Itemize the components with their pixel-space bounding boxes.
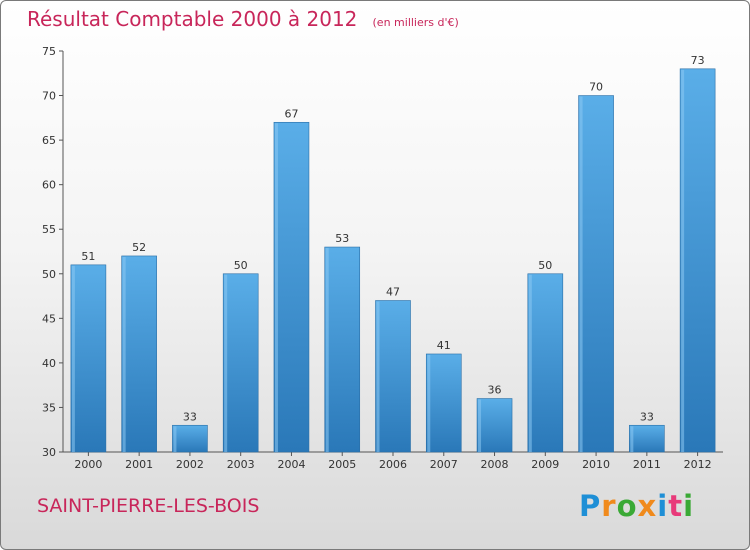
bar-highlight-2009 — [528, 274, 532, 452]
bars: 51 52 33 50 67 53 47 41 36 50 70 33 73 — [70, 54, 716, 453]
y-tick-label: 35 — [42, 401, 56, 414]
x-tick-label-2012: 2012 — [684, 458, 712, 471]
y-tick-label: 70 — [42, 90, 56, 103]
logo-letter: r — [601, 489, 617, 523]
data-label-2007: 41 — [437, 339, 451, 352]
data-label-2002: 33 — [183, 410, 197, 423]
bar-2008 — [476, 398, 513, 453]
logo-letter: t — [668, 489, 684, 523]
axes: 30 35 40 45 50 55 60 65 70 75 2000 2001 2002 2003 2004… — [42, 45, 723, 471]
x-tick-label-2001: 2001 — [125, 458, 153, 471]
data-label-2006: 47 — [386, 286, 400, 299]
x-tick-label-2005: 2005 — [328, 458, 356, 471]
data-label-2010: 70 — [589, 81, 603, 94]
bar-highlight-2000 — [71, 265, 75, 452]
bar-2011 — [629, 424, 665, 453]
y-tick-label: 30 — [42, 446, 56, 459]
data-label-2011: 33 — [640, 410, 654, 423]
bar-highlight-2012 — [681, 69, 685, 453]
data-label-2000: 51 — [81, 250, 95, 263]
bar-highlight-2007 — [427, 354, 431, 452]
data-label-2008: 36 — [488, 384, 502, 397]
proxiti-logo: Proxiti — [579, 489, 694, 523]
bar-2003 — [222, 273, 259, 453]
logo-letter: i — [683, 489, 695, 523]
bar-2002 — [172, 424, 208, 453]
bar-highlight-2011 — [630, 426, 634, 452]
y-tick-label: 60 — [42, 179, 56, 192]
y-tick-label: 40 — [42, 357, 56, 370]
bar-2005 — [324, 246, 361, 453]
x-tick-label-2004: 2004 — [277, 458, 305, 471]
data-label-2003: 50 — [234, 259, 248, 272]
bar-2009 — [527, 273, 564, 453]
x-tick-label-2003: 2003 — [227, 458, 255, 471]
data-label-2004: 67 — [284, 107, 298, 120]
bar-highlight-2001 — [122, 256, 126, 452]
x-tick-label-2002: 2002 — [176, 458, 204, 471]
bar-highlight-2008 — [478, 399, 482, 452]
logo-letter: o — [616, 489, 638, 523]
bar-2010 — [578, 95, 614, 453]
logo-letter: P — [579, 489, 602, 523]
bar-highlight-2003 — [224, 274, 228, 452]
data-label-2001: 52 — [132, 241, 146, 254]
bar-2007 — [425, 353, 462, 453]
bar-2012 — [679, 68, 716, 453]
chart-subtitle: (en milliers d'€) — [372, 16, 459, 29]
chart-header: Résultat Comptable 2000 à 2012 (en milli… — [27, 7, 459, 31]
y-tick-label: 75 — [42, 45, 56, 58]
x-tick-label-2008: 2008 — [481, 458, 509, 471]
x-tick-label-2000: 2000 — [74, 458, 102, 471]
bar-2004 — [273, 121, 310, 453]
bar-highlight-2010 — [579, 96, 583, 453]
bar-highlight-2002 — [173, 426, 177, 452]
bar-2006 — [375, 300, 411, 453]
data-label-2005: 53 — [335, 232, 349, 245]
x-tick-label-2007: 2007 — [430, 458, 458, 471]
logo-letter: x — [637, 489, 658, 523]
x-tick-label-2006: 2006 — [379, 458, 407, 471]
bar-2000 — [70, 264, 107, 453]
x-tick-label-2010: 2010 — [582, 458, 610, 471]
y-tick-label: 65 — [42, 134, 56, 147]
commune-name: SAINT-PIERRE-LES-BOIS — [37, 495, 260, 517]
data-label-2009: 50 — [538, 259, 552, 272]
data-label-2012: 73 — [691, 54, 705, 67]
bar-highlight-2004 — [274, 123, 278, 453]
x-tick-label-2011: 2011 — [633, 458, 661, 471]
logo-letter: i — [657, 489, 669, 523]
y-tick-label: 55 — [42, 223, 56, 236]
y-tick-label: 45 — [42, 312, 56, 325]
chart-title: Résultat Comptable 2000 à 2012 — [27, 7, 358, 31]
y-tick-label: 50 — [42, 268, 56, 281]
bar-2001 — [121, 255, 157, 453]
x-tick-label-2009: 2009 — [531, 458, 559, 471]
bar-highlight-2005 — [325, 248, 329, 452]
bar-highlight-2006 — [376, 301, 380, 452]
